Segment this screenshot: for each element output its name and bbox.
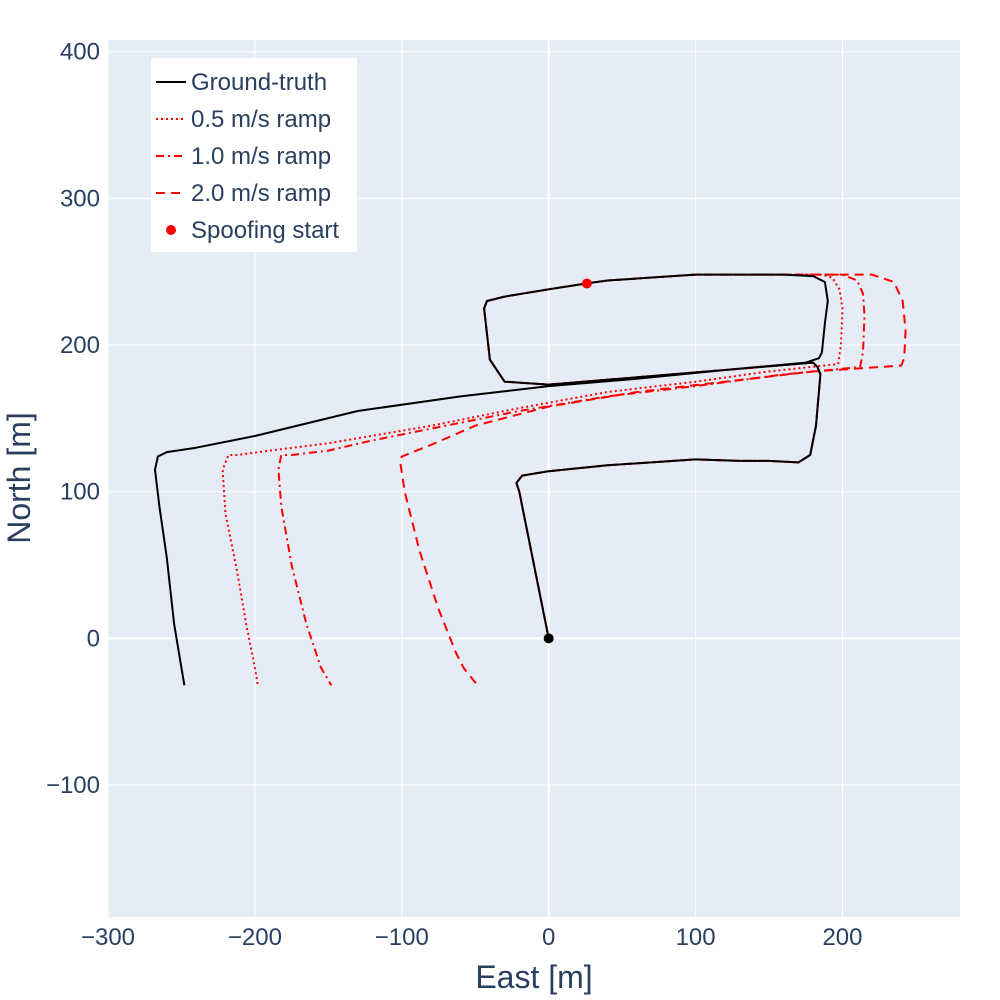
legend-label: 1.0 m/s ramp xyxy=(191,143,331,170)
legend-label: Spoofing start xyxy=(191,217,339,244)
y-tick-label: 100 xyxy=(60,479,100,506)
legend-label: Ground-truth xyxy=(191,69,327,96)
y-tick-label: 300 xyxy=(60,185,100,212)
y-tick-label: 0 xyxy=(87,625,100,652)
legend-box xyxy=(151,58,357,252)
y-axis-ticks: −100 0 100 200 300 400 xyxy=(46,39,100,799)
y-tick-label: 200 xyxy=(60,332,100,359)
x-tick-label: 200 xyxy=(822,924,862,951)
y-axis-title: North [m] xyxy=(1,412,37,544)
legend-label: 2.0 m/s ramp xyxy=(191,180,331,207)
legend-label: 0.5 m/s ramp xyxy=(191,106,331,133)
x-tick-label: −200 xyxy=(228,924,282,951)
y-tick-label: −100 xyxy=(46,772,100,799)
x-tick-label: −300 xyxy=(81,924,135,951)
series-line-0 xyxy=(154,273,829,686)
origin-marker xyxy=(543,633,554,644)
x-axis-title: East [m] xyxy=(475,959,592,995)
x-tick-label: 100 xyxy=(676,924,716,951)
gridlines xyxy=(107,40,960,917)
spoofing-start-marker xyxy=(581,278,592,289)
legend-marker xyxy=(166,225,176,235)
series-layer xyxy=(154,273,907,687)
x-axis-ticks: −300 −200 −100 0 100 200 xyxy=(81,924,863,951)
legend: Ground-truth 0.5 m/s ramp 1.0 m/s ramp 2.0 … xyxy=(151,58,357,252)
x-tick-label: 0 xyxy=(542,924,555,951)
y-tick-label: 400 xyxy=(60,39,100,66)
x-tick-label: −100 xyxy=(375,924,429,951)
